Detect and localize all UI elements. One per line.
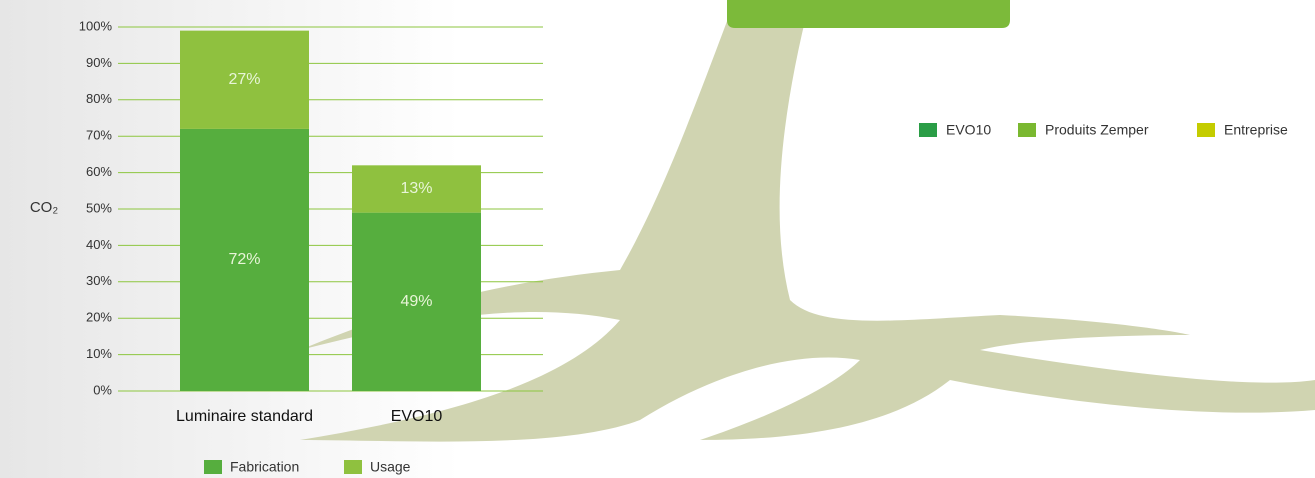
y-tick-label: 50%	[86, 200, 112, 215]
y-tick-label: 10%	[86, 346, 112, 361]
legend-label: Usage	[370, 459, 411, 475]
x-tick-label: Luminaire standard	[176, 408, 313, 425]
bar-segment	[352, 165, 481, 213]
y-axis-label: CO₂	[30, 199, 59, 216]
value-label: 49%	[400, 293, 432, 310]
header-tab[interactable]	[727, 0, 1010, 28]
value-label: 13%	[400, 180, 432, 197]
y-tick-label: 80%	[86, 91, 112, 106]
legend-swatch	[919, 123, 937, 137]
value-label: 27%	[228, 71, 260, 88]
y-tick-label: 20%	[86, 310, 112, 325]
legend-label: Entreprise	[1224, 122, 1288, 138]
legend-label: EVO10	[946, 122, 991, 138]
y-tick-label: 100%	[79, 18, 113, 33]
y-tick-label: 40%	[86, 237, 112, 252]
y-tick-label: 60%	[86, 164, 112, 179]
legend-swatch	[1197, 123, 1215, 137]
tree-illustration	[300, 0, 1315, 442]
bar-segment	[180, 30, 309, 129]
legend-swatch	[204, 460, 222, 474]
y-tick-label: 70%	[86, 128, 112, 143]
x-tick-label: EVO10	[391, 408, 443, 425]
legend-label: Produits Zemper	[1045, 122, 1149, 138]
value-label: 72%	[228, 251, 260, 268]
legend-swatch	[344, 460, 362, 474]
legend-swatch	[1018, 123, 1036, 137]
bar-segment	[180, 128, 309, 392]
y-tick-label: 30%	[86, 273, 112, 288]
y-tick-label: 0%	[93, 382, 112, 397]
bar-segment	[352, 212, 481, 391]
legend-label: Fabrication	[230, 459, 299, 475]
y-tick-label: 90%	[86, 55, 112, 70]
